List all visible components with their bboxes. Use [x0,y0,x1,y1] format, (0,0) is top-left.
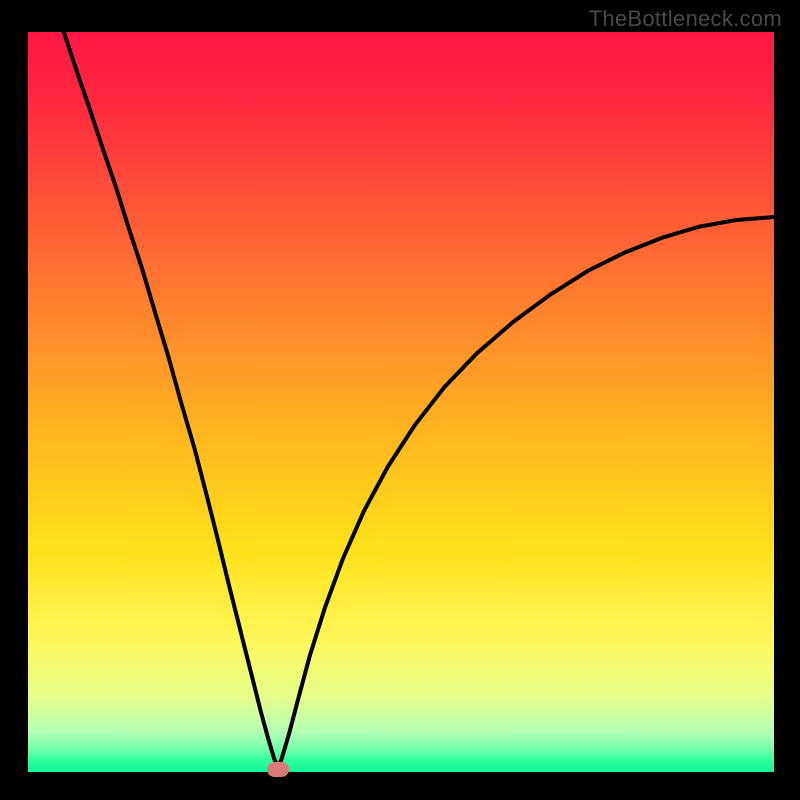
chart-container: TheBottleneck.com [0,0,800,800]
curve-svg [28,32,774,772]
plot-area [28,32,774,772]
watermark-label: TheBottleneck.com [589,6,782,32]
min-marker [267,762,289,777]
bottleneck-curve [64,32,774,768]
